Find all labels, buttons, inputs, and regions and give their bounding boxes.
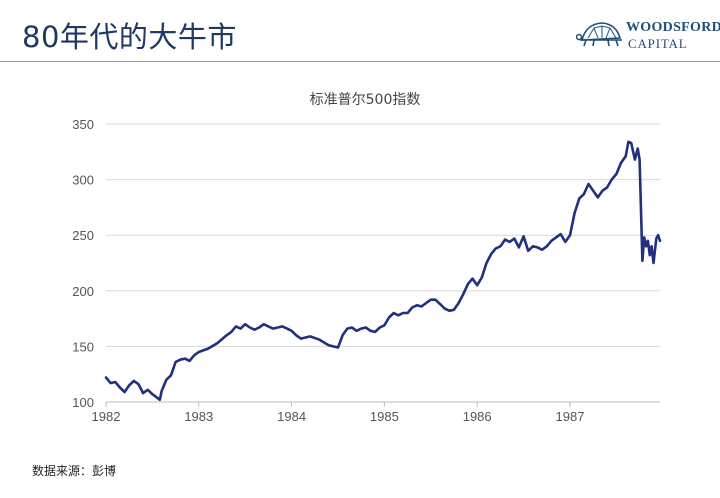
x-axis-ticks: 1982 1983 1984 1985 1986 1987 [92, 402, 585, 424]
slide-header: 80年代的大牛市 WOODSFORD CAPITAL [0, 0, 720, 62]
x-tick-label: 1986 [463, 409, 492, 424]
x-tick-label: 1983 [184, 409, 213, 424]
source-note: 数据来源：彭博 [32, 464, 117, 478]
x-tick-label: 1985 [370, 409, 399, 424]
company-logo: WOODSFORD CAPITAL [576, 16, 720, 52]
header-divider [0, 61, 720, 62]
logo-name: WOODSFORD [626, 20, 720, 35]
x-tick-label: 1987 [556, 409, 585, 424]
y-tick-label: 250 [72, 228, 94, 243]
y-tick-label: 350 [72, 117, 94, 132]
x-tick-label: 1982 [92, 409, 121, 424]
turtle-logo-icon [576, 22, 622, 47]
y-tick-label: 100 [72, 395, 94, 410]
x-tick-label: 1984 [277, 409, 306, 424]
y-tick-label: 150 [72, 339, 94, 354]
series-layer [104, 140, 662, 402]
y-axis-ticks: 100 150 200 250 300 350 [72, 117, 94, 410]
chart-title: 标准普尔500指数 [310, 92, 421, 108]
y-tick-label: 200 [72, 284, 94, 299]
y-tick-label: 300 [72, 173, 94, 188]
logo-subtitle: CAPITAL [628, 36, 688, 51]
page-title: 80年代的大牛市 [22, 20, 237, 54]
series-line [104, 140, 662, 402]
